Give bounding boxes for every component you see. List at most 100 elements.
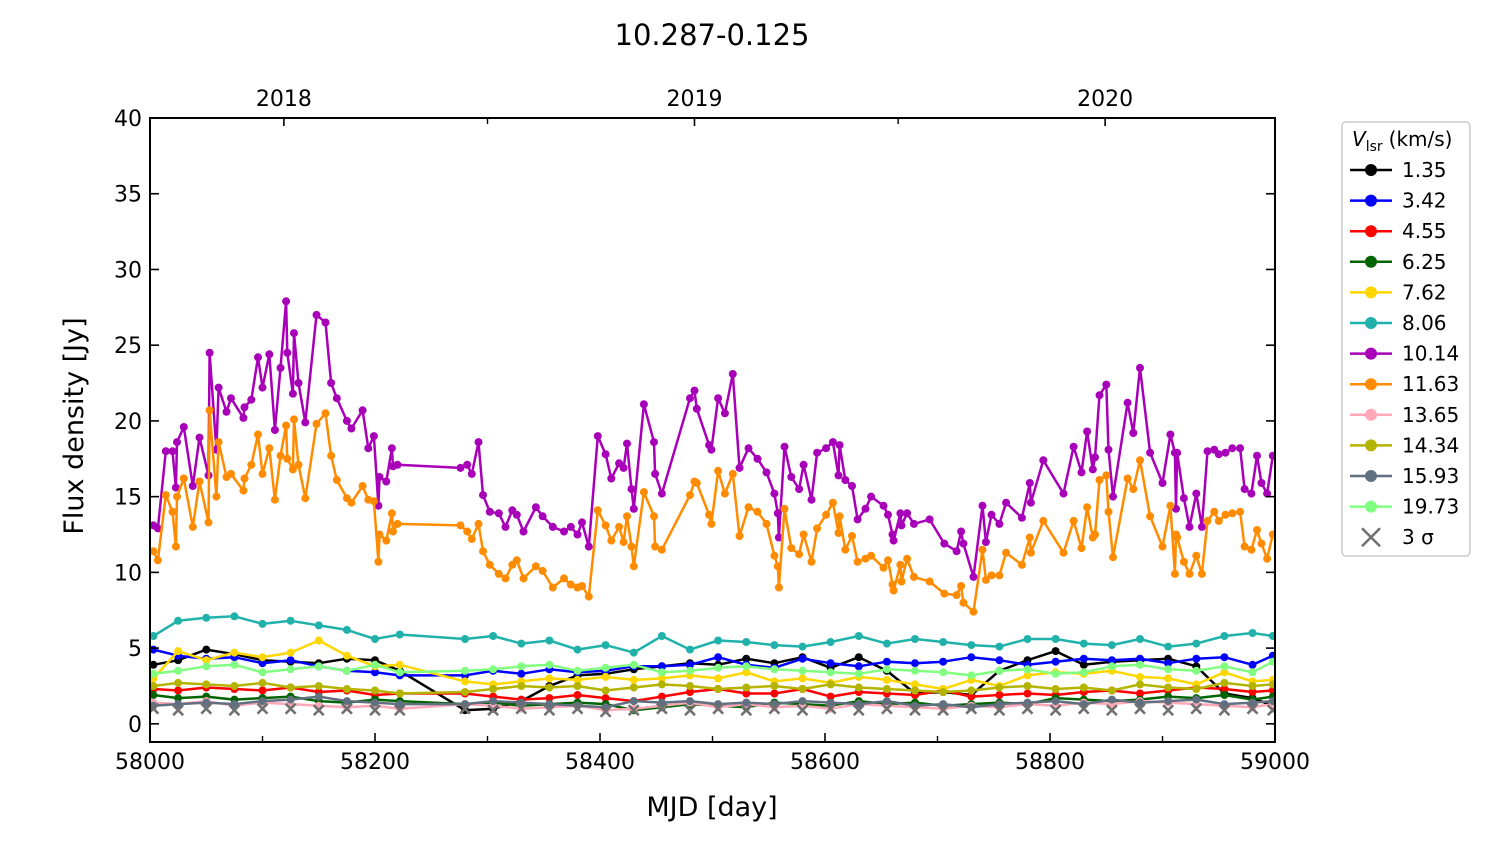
data-point (314, 662, 323, 671)
sigma-marker (1049, 704, 1062, 717)
series-line (153, 695, 1273, 709)
data-point (826, 692, 835, 701)
data-point (884, 556, 892, 565)
data-point (925, 515, 934, 524)
data-point (205, 348, 214, 357)
data-point (1268, 451, 1275, 460)
data-point (742, 698, 751, 707)
data-point (1136, 654, 1144, 663)
data-point (593, 506, 602, 515)
data-point (230, 700, 239, 709)
data-point (479, 491, 487, 500)
data-point (882, 685, 891, 693)
data-point (714, 636, 723, 645)
data-point (578, 582, 586, 590)
data-point (629, 504, 638, 513)
data-point (1164, 659, 1173, 668)
data-point (593, 432, 602, 441)
y-tick-label: 30 (114, 258, 142, 283)
data-point (517, 669, 526, 678)
data-point (174, 616, 183, 625)
data-point (601, 694, 610, 703)
x-tick-label: 59000 (1240, 750, 1310, 775)
data-point (179, 423, 188, 431)
data-point (531, 562, 540, 571)
data-point (173, 492, 181, 501)
data-point (867, 492, 876, 501)
data-point (342, 697, 351, 706)
legend-marker-icon (1365, 225, 1377, 238)
data-point (690, 386, 699, 395)
data-point (358, 406, 367, 415)
data-point (153, 556, 162, 565)
data-point (517, 662, 526, 671)
data-point (168, 507, 177, 516)
data-point (686, 394, 694, 403)
data-point (909, 519, 918, 528)
data-point (686, 682, 694, 690)
data-point (967, 671, 976, 680)
data-point (799, 460, 808, 469)
data-point (978, 501, 987, 510)
data-point (202, 645, 211, 654)
data-point (1104, 445, 1113, 454)
data-point (795, 485, 804, 494)
data-point (358, 482, 367, 490)
data-point (744, 444, 753, 453)
data-point (742, 683, 751, 692)
data-point (735, 463, 744, 472)
sigma-marker (599, 705, 612, 718)
data-point (742, 662, 751, 671)
data-point (1236, 507, 1245, 516)
data-point (342, 685, 351, 693)
data-point (835, 512, 844, 521)
sigma-marker (1021, 702, 1034, 715)
data-point (828, 498, 837, 507)
data-point (1268, 632, 1275, 640)
data-point (286, 648, 295, 657)
data-point (230, 612, 239, 621)
data-point (1136, 456, 1144, 465)
data-point (1173, 533, 1182, 542)
data-point (939, 668, 948, 677)
data-point (283, 454, 292, 463)
data-point (205, 406, 214, 415)
sigma-marker (459, 702, 471, 715)
data-point (939, 657, 948, 666)
data-point (879, 501, 888, 510)
sigma-marker (1218, 704, 1231, 717)
data-point (770, 689, 779, 698)
data-point (798, 654, 807, 663)
data-point (1107, 686, 1116, 695)
data-point (517, 698, 526, 707)
data-point (861, 504, 870, 513)
data-point (286, 616, 295, 625)
data-point (150, 669, 158, 678)
data-point (742, 668, 751, 677)
data-point (650, 512, 658, 521)
data-point (270, 495, 279, 504)
data-point (940, 589, 949, 598)
data-point (909, 572, 918, 581)
data-point (619, 463, 628, 472)
data-point (629, 648, 638, 657)
data-point (798, 674, 807, 683)
y-tick-label: 35 (114, 183, 142, 208)
data-point (1136, 689, 1144, 698)
data-point (327, 451, 336, 460)
data-point (222, 407, 231, 416)
data-point (387, 444, 396, 453)
data-point (1091, 453, 1099, 462)
data-point (227, 469, 235, 478)
data-point (848, 482, 856, 490)
data-point (239, 486, 248, 495)
legend-item: 19.73 (1350, 495, 1459, 519)
data-point (545, 660, 554, 669)
data-point (1051, 657, 1060, 666)
sigma-marker (571, 702, 584, 715)
data-point (707, 445, 716, 454)
data-point (1051, 669, 1060, 678)
data-point (489, 697, 498, 706)
sigma-marker (684, 704, 696, 717)
data-point (619, 538, 628, 547)
